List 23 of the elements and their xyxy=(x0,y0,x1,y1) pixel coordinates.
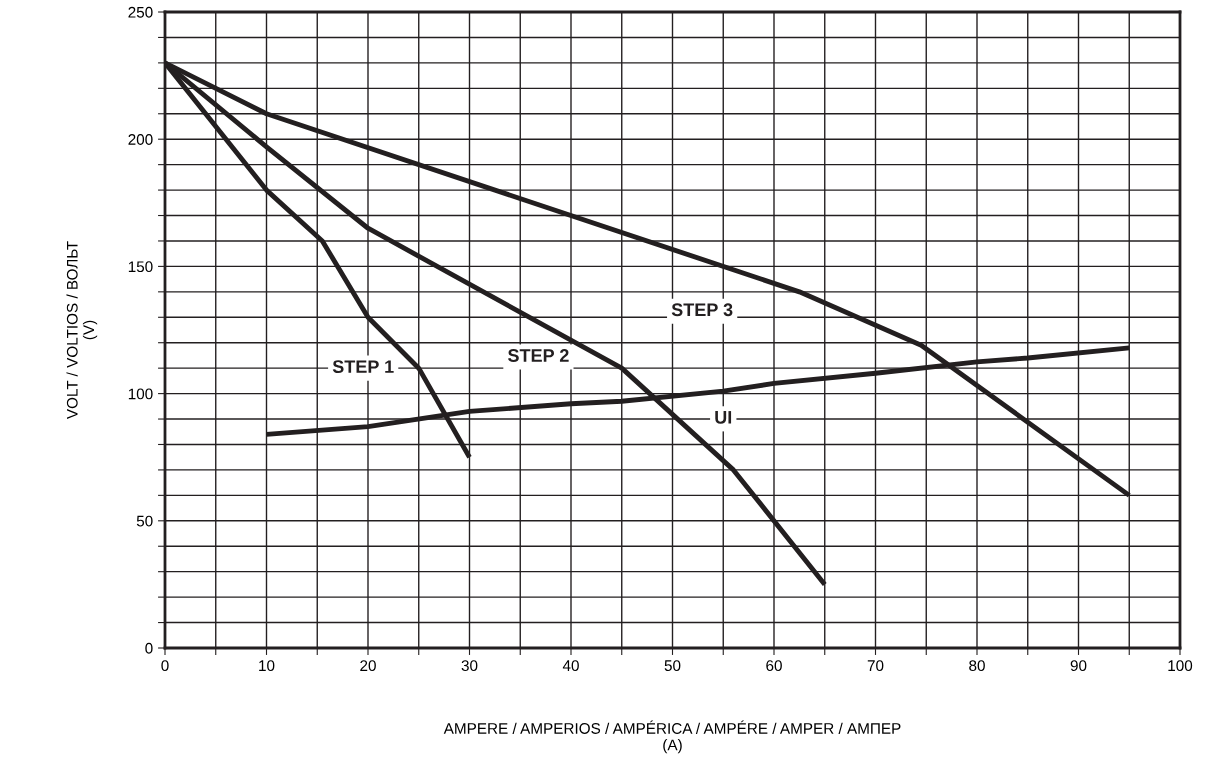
y-tick-label: 250 xyxy=(128,6,153,18)
series-label: STEP 1 xyxy=(332,360,394,374)
x-tick-label: 20 xyxy=(360,660,376,672)
x-tick-label: 70 xyxy=(867,660,884,672)
x-tick-label: 10 xyxy=(259,660,275,672)
x-tick-label: 40 xyxy=(562,660,579,672)
x-tick-label: 90 xyxy=(1070,660,1087,672)
y-axis-title: VOLT / VOLTIOS / ВОЛЬТ (V) xyxy=(66,241,98,420)
series-label: UI xyxy=(715,411,732,424)
x-tick-label: 60 xyxy=(766,660,782,672)
y-tick-label: 150 xyxy=(128,261,153,273)
x-tick-label: 50 xyxy=(664,660,681,672)
x-tick-label: 100 xyxy=(1168,660,1193,672)
y-tick-label: 50 xyxy=(136,515,153,527)
series-label: STEP 3 xyxy=(671,303,733,317)
x-axis-title: AMPERE / AMPERIOS / AMPÉRICA / AMPÉRE / AMPER / АМПЕР (A) xyxy=(443,720,901,754)
series-label: STEP 2 xyxy=(507,349,569,362)
x-tick-label: 80 xyxy=(969,660,985,672)
y-tick-label: 0 xyxy=(145,642,153,654)
y-tick-label: 100 xyxy=(128,388,153,400)
y-tick-label: 200 xyxy=(128,134,153,145)
x-tick-label: 0 xyxy=(161,660,169,672)
x-tick-label: 30 xyxy=(461,660,478,672)
